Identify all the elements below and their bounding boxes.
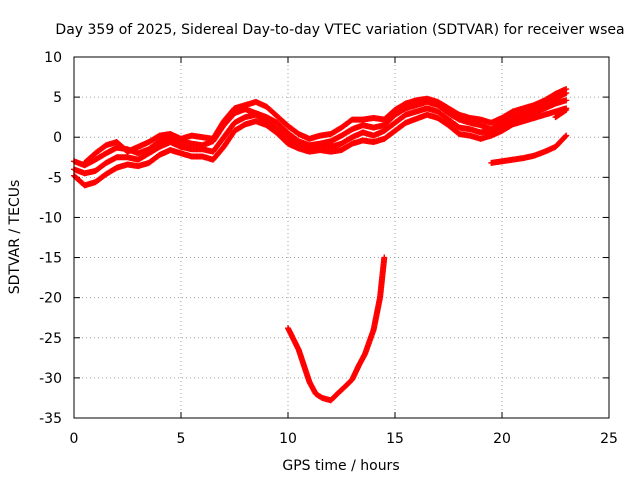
series-track-6 [552,106,570,121]
series-track-3 [71,105,570,189]
x-tick-labels: 0 5 10 15 20 25 [70,431,618,447]
x-axis-title: GPS time / hours [282,458,399,474]
x-tick-label: 15 [386,431,404,447]
data-marker [562,133,569,140]
y-tick-label: -5 [48,170,62,186]
series-track-5 [488,132,570,166]
series-track-7 [285,254,388,404]
y-tick-label: -30 [39,371,62,387]
x-tick-label: 25 [600,431,618,447]
y-tick-label: -15 [39,251,62,267]
series-track-2 [71,97,570,177]
x-tick-label: 10 [279,431,297,447]
y-tick-label: -10 [39,210,62,226]
data-marker [381,254,388,261]
data-marker [563,132,570,139]
x-tick-label: 20 [493,431,511,447]
series-track-4 [81,86,570,166]
y-tick-label: 10 [44,50,62,66]
y-tick-label: 0 [53,130,62,146]
data-marker [563,106,570,113]
data-marker [562,107,569,114]
x-tick-label: 5 [177,431,186,447]
x-tick-label: 0 [70,431,79,447]
plot-frame [73,56,610,419]
y-tick-labels: -35 -30 -25 -20 -15 -10 -5 0 5 10 [39,50,62,427]
data-marker [563,86,570,93]
y-tick-label: 5 [53,90,62,106]
y-tick-label: -35 [39,411,62,427]
data-markers [71,86,570,404]
y-tick-label: -25 [39,331,62,347]
data-marker [563,97,570,104]
y-tick-label: -20 [39,291,62,307]
y-axis-title: SDTVAR / TECUs [7,180,23,295]
chart-title: Day 359 of 2025, Sidereal Day-to-day VTE… [55,22,624,38]
